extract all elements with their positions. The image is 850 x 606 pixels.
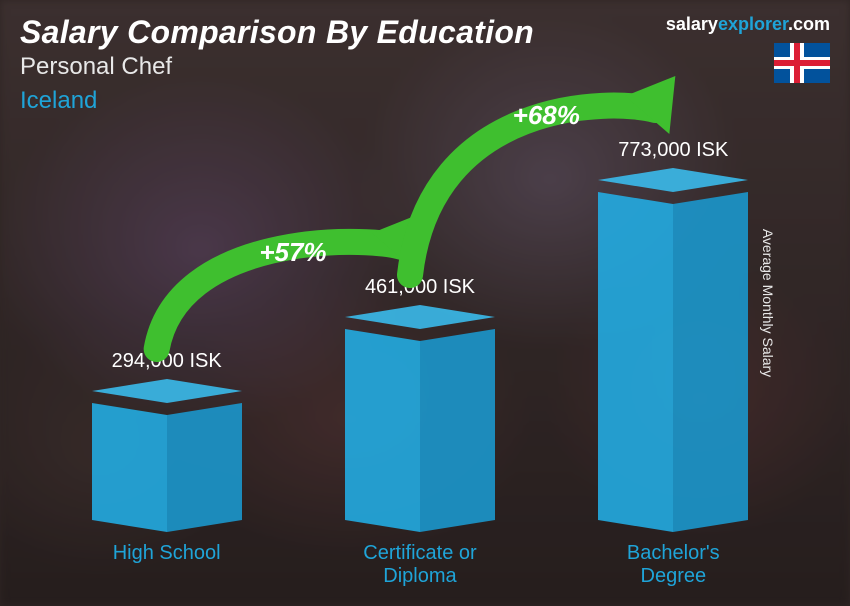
brand-text: salaryexplorer.com [666, 14, 830, 35]
bar-top-face [92, 379, 242, 403]
chart-country: Iceland [20, 87, 534, 115]
bar-front-face [598, 192, 748, 532]
bar-chart: 294,000 ISK High School 461,000 ISK [40, 138, 800, 588]
bar-value-label: 773,000 ISK [618, 139, 728, 162]
chart-subtitle: Personal Chef [20, 53, 534, 81]
brand-block: salaryexplorer.com [666, 14, 830, 83]
brand-suffix: .com [788, 14, 830, 34]
bar-3d [345, 305, 495, 532]
delta-label: +68% [513, 100, 580, 131]
bar-group: 773,000 ISK Bachelor'sDegree [563, 139, 783, 588]
brand-mid: explorer [718, 14, 788, 34]
bar-top-face [345, 305, 495, 329]
title-block: Salary Comparison By Education Personal … [20, 14, 534, 115]
bar-top-face [598, 168, 748, 192]
bar-category-label: Certificate orDiploma [363, 542, 476, 588]
delta-label: +57% [259, 237, 326, 268]
iceland-flag-icon [774, 43, 830, 83]
bar-category-label: Bachelor'sDegree [627, 542, 720, 588]
bar-3d [92, 379, 242, 532]
bar-value-label: 461,000 ISK [365, 276, 475, 299]
bar-3d [598, 168, 748, 532]
content-area: Salary Comparison By Education Personal … [0, 0, 850, 606]
header: Salary Comparison By Education Personal … [20, 14, 830, 115]
chart-title: Salary Comparison By Education [20, 14, 534, 51]
bar-category-label: High School [113, 542, 221, 588]
bar-front-face [345, 329, 495, 532]
bar-group: 461,000 ISK Certificate orDiploma [310, 276, 530, 588]
brand-prefix: salary [666, 14, 718, 34]
bar-value-label: 294,000 ISK [112, 350, 222, 373]
bar-group: 294,000 ISK High School [57, 350, 277, 588]
bar-front-face [92, 403, 242, 532]
